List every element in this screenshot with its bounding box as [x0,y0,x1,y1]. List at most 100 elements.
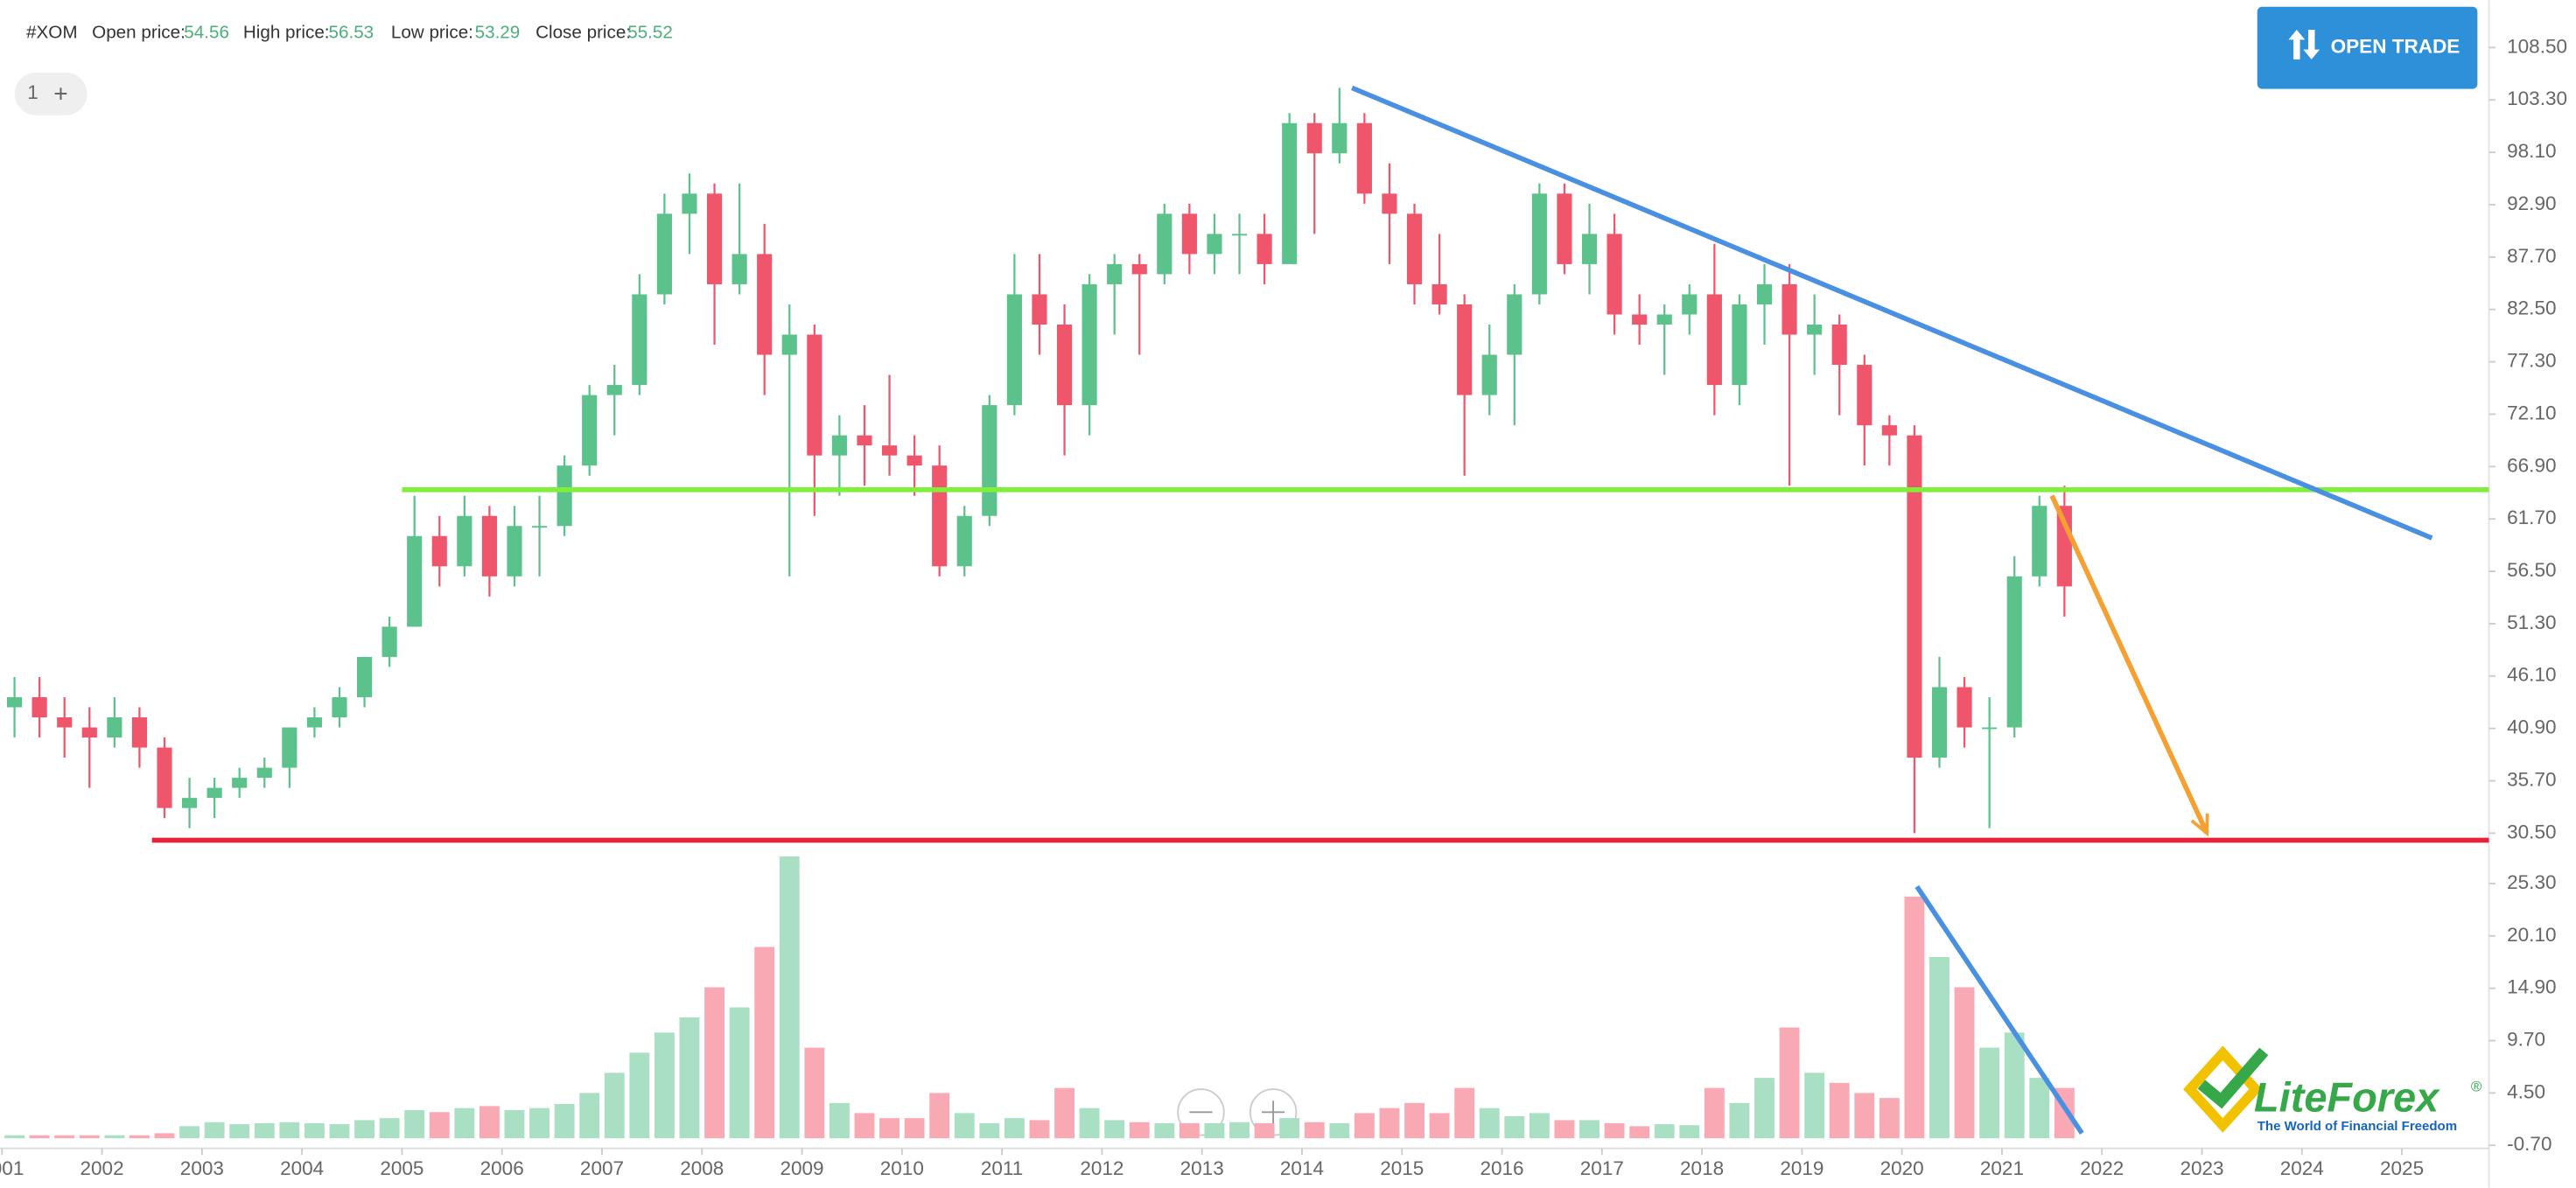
volume-bar [1979,1047,2000,1139]
candle-body [1656,314,1672,325]
volume-bar [904,1118,925,1139]
candle-body [1632,314,1648,325]
candle-body [356,656,373,697]
volume-bar [4,1135,24,1139]
y-tick-label: 25.30 [2507,871,2556,893]
volume-bar [429,1112,450,1139]
volume-bar [1029,1120,1050,1139]
candle-body [1756,283,1773,304]
y-tick-label: 46.10 [2507,664,2556,686]
volume-bar [29,1135,50,1139]
x-tick-label: 2007 [580,1157,624,1179]
volume-bar [1354,1113,1375,1139]
volume-bar [1729,1102,1750,1139]
candle-body [857,435,872,446]
volume-bar [979,1122,1000,1139]
trade-icon [2288,30,2320,59]
y-tick-label: 14.90 [2507,976,2556,998]
volume-bar [1104,1120,1125,1139]
plus-icon [1261,1101,1285,1124]
candle-body [1207,234,1222,255]
candle-body [881,445,898,456]
arrow-head [2190,813,2209,837]
y-tick-label: 108.50 [2507,35,2567,57]
volume-bar [1204,1122,1225,1139]
candle-body [131,717,147,748]
volume-bar [1079,1108,1100,1139]
candle-body [656,213,672,295]
y-tick-label: -0.70 [2507,1133,2552,1155]
add-icon[interactable]: + [53,80,67,108]
volume-bar [1754,1078,1774,1139]
volume-bar [1054,1087,1074,1139]
counter: 1 [27,81,38,103]
candle-body [256,767,272,779]
candle-body [57,717,73,728]
y-tick-label: 51.30 [2507,611,2556,633]
candle-body [1382,193,1397,214]
y-tick-label: 103.30 [2507,87,2567,109]
x-tick-label: 2025 [2380,1157,2424,1179]
candle-body [582,395,598,466]
candle-body [306,717,322,728]
volume-bar [2029,1078,2050,1139]
x-tick-label: 2006 [480,1157,524,1179]
volume-bar [1804,1073,1825,1139]
y-tick-label: 30.50 [2507,821,2556,842]
candle-body [1907,435,1922,758]
x-tick-label: 2019 [1780,1157,1824,1179]
y-tick-label: 56.50 [2507,559,2556,581]
volume-bar [1904,896,1925,1139]
volume-bar [579,1093,600,1139]
y-tick-label: 20.10 [2507,924,2556,946]
button-label[interactable]: OPEN TRADE [2331,36,2460,58]
candle-body [107,717,122,738]
candle-body [507,526,522,577]
candle-body [1157,213,1172,275]
candle-body [1706,294,1722,386]
x-tick-label: 2008 [680,1157,724,1179]
volume-bar [954,1113,975,1139]
volume-bar [629,1052,650,1139]
candle-body [157,747,172,808]
x-tick-label: 2015 [1380,1157,1424,1179]
volume-bar [79,1135,100,1139]
volume-bar [829,1102,850,1139]
volume-bar [1504,1115,1525,1139]
candle-body [932,465,948,567]
logo-tagline: The World of Financial Freedom [2258,1119,2457,1134]
candle-body [1782,283,1797,335]
volume-bar [1329,1122,1350,1139]
x-tick-label: 2020 [1880,1157,1924,1179]
counter-chip[interactable] [14,72,88,115]
candle-body [407,535,423,627]
volume-bar [1279,1118,1300,1139]
candle-body [632,294,648,386]
candle-body [1006,294,1022,406]
volume-bar [104,1135,125,1139]
candle-body [556,465,572,527]
x-tick-label: 2002 [80,1157,124,1179]
x-tick-label: 2013 [1180,1157,1224,1179]
y-tick-label: 9.70 [2507,1028,2545,1050]
volume-bar [1254,1122,1275,1139]
candle-body [1231,234,1248,236]
trend-line [1351,85,2433,541]
y-tick-label: 92.90 [2507,192,2556,214]
candle-body [2032,506,2048,577]
volume-bar [604,1073,625,1139]
x-tick-label: 2018 [1680,1157,1724,1179]
volume-bar [1629,1126,1650,1139]
volume-bar [2004,1032,2025,1139]
field-label: High price: [243,22,330,42]
volume-bar [154,1133,175,1139]
candle-body [1507,294,1522,355]
candle-body [1432,283,1447,304]
field-label: Open price: [92,22,186,42]
candle-body [431,535,447,567]
y-tick-label: 77.30 [2507,350,2556,372]
volume-bar [929,1093,950,1139]
candle-body [1682,294,1698,315]
open-trade-button[interactable] [2257,6,2478,89]
volume-bar [1554,1120,1575,1139]
